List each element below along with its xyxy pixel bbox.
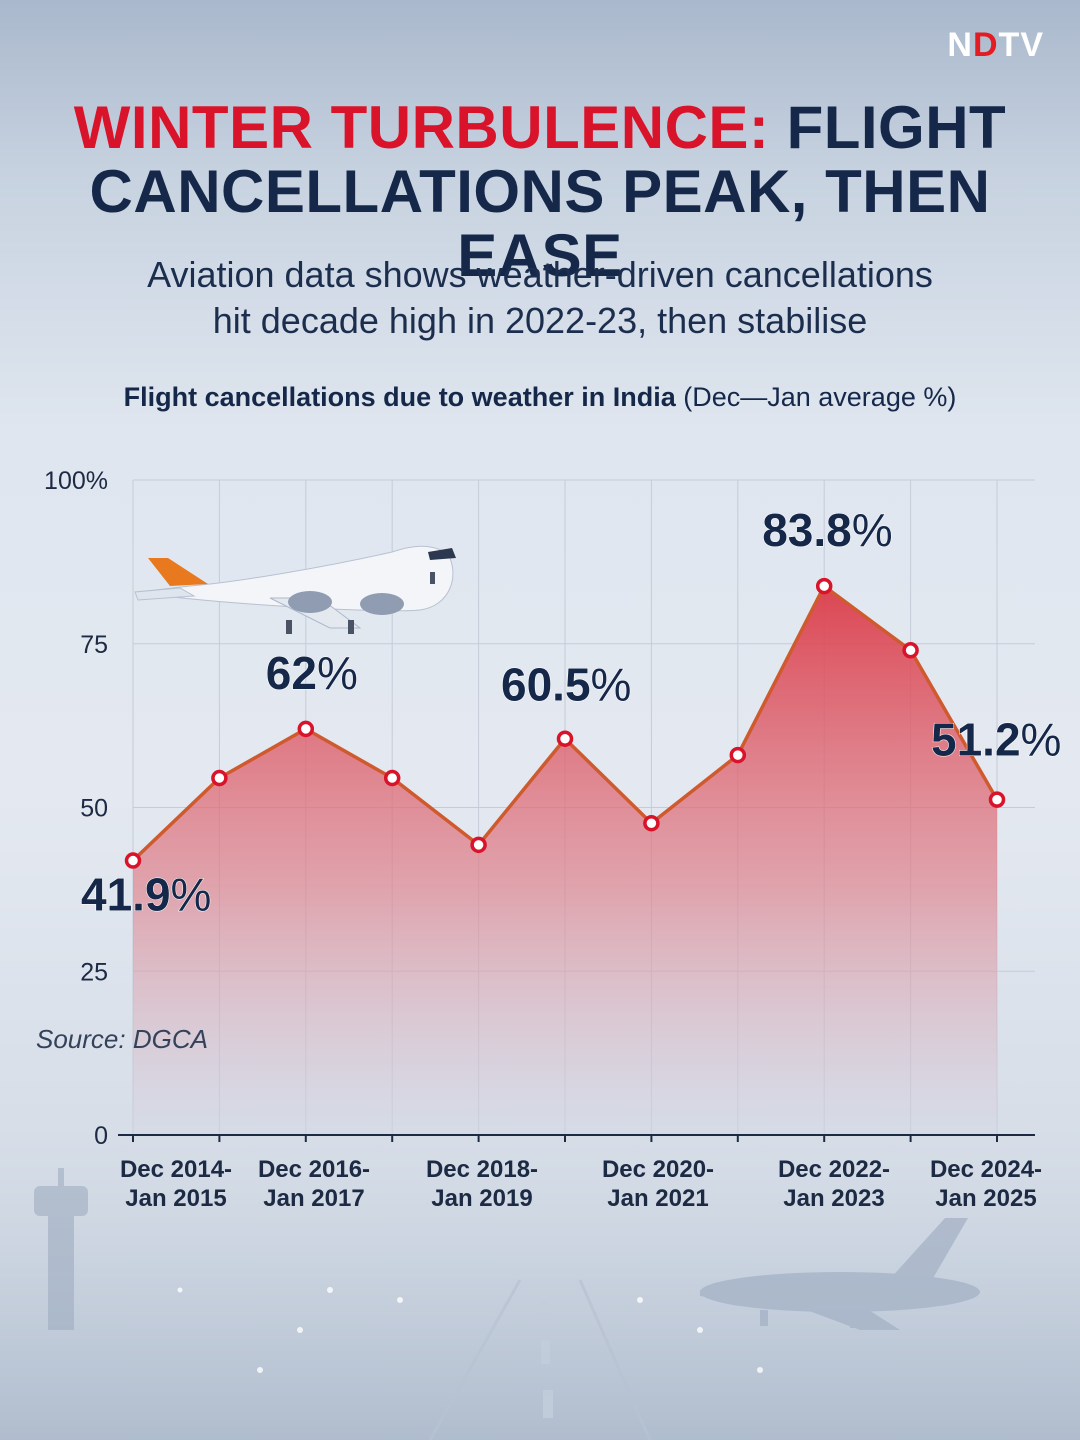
area-fill-group	[133, 586, 997, 1135]
ground-airplane-icon	[700, 1218, 980, 1330]
chart-title-unit: (Dec—Jan average %)	[683, 382, 957, 412]
x-tick-label: Dec 2018-Jan 2019	[426, 1156, 538, 1212]
source-note: Source: DGCA	[36, 1024, 208, 1054]
area-fill	[133, 586, 997, 1135]
headline-rest: FLIGHT	[786, 94, 1007, 161]
airplane-icon	[134, 545, 456, 634]
chart-title: Flight cancellations due to weather in I…	[0, 382, 1080, 413]
subtitle-line2: hit decade high in 2022-23, then stabili…	[212, 300, 868, 341]
headline-line2: CANCELLATIONS PEAK, THEN EASE	[89, 158, 991, 289]
data-label: 41.9%	[81, 869, 211, 921]
data-point	[297, 720, 315, 738]
control-tower-icon	[34, 1168, 88, 1330]
data-point	[902, 642, 919, 659]
data-label: 51.2%	[931, 714, 1061, 766]
data-label: 62%	[266, 647, 358, 699]
subtitle-line1: Aviation data shows weather-driven cance…	[147, 254, 933, 295]
data-point	[815, 577, 833, 595]
data-point	[470, 836, 487, 854]
x-tick-label: Dec 2024-Jan 2025	[930, 1156, 1042, 1212]
data-label: 60.5%	[501, 659, 631, 711]
subtitle: Aviation data shows weather-driven cance…	[80, 252, 1000, 344]
y-tick-label: 0	[94, 1122, 108, 1150]
x-tick-label: Dec 2022-Jan 2023	[778, 1156, 890, 1212]
y-tick-label: 50	[80, 795, 108, 823]
data-point	[988, 791, 1006, 808]
x-tick-label: Dec 2020-Jan 2021	[602, 1156, 714, 1212]
headline: WINTER TURBULENCE: FLIGHT CANCELLATIONS …	[0, 96, 1080, 288]
runway	[428, 1279, 652, 1440]
y-tick-label: 25	[80, 958, 108, 986]
data-point	[556, 730, 574, 747]
x-tick-label: Dec 2014-Jan 2015	[120, 1156, 232, 1212]
runway-lights	[177, 1287, 763, 1373]
data-point	[643, 814, 660, 832]
data-point	[383, 769, 401, 787]
axes: 0 25 50 75 100% Dec 2014-Jan 2015 Dec 2016-Jan…	[44, 467, 1042, 1212]
x-tick-label: Dec 2016-Jan 2017	[258, 1156, 370, 1212]
headline-highlight: WINTER TURBULENCE:	[73, 94, 770, 161]
data-labels: 41.9% 62% 60.5% 83.8% 51.2%	[81, 504, 1062, 921]
data-point	[124, 852, 142, 869]
data-point	[729, 746, 747, 764]
data-label: 83.8%	[762, 504, 892, 556]
data-point	[211, 769, 228, 787]
ndtv-logo: NDTV	[947, 26, 1044, 64]
y-tick-label: 100%	[44, 467, 108, 495]
runway-markings	[540, 1300, 553, 1418]
chart-title-bold: Flight cancellations due to weather in I…	[123, 382, 676, 412]
data-points	[124, 577, 1006, 869]
y-tick-label: 75	[80, 631, 108, 659]
